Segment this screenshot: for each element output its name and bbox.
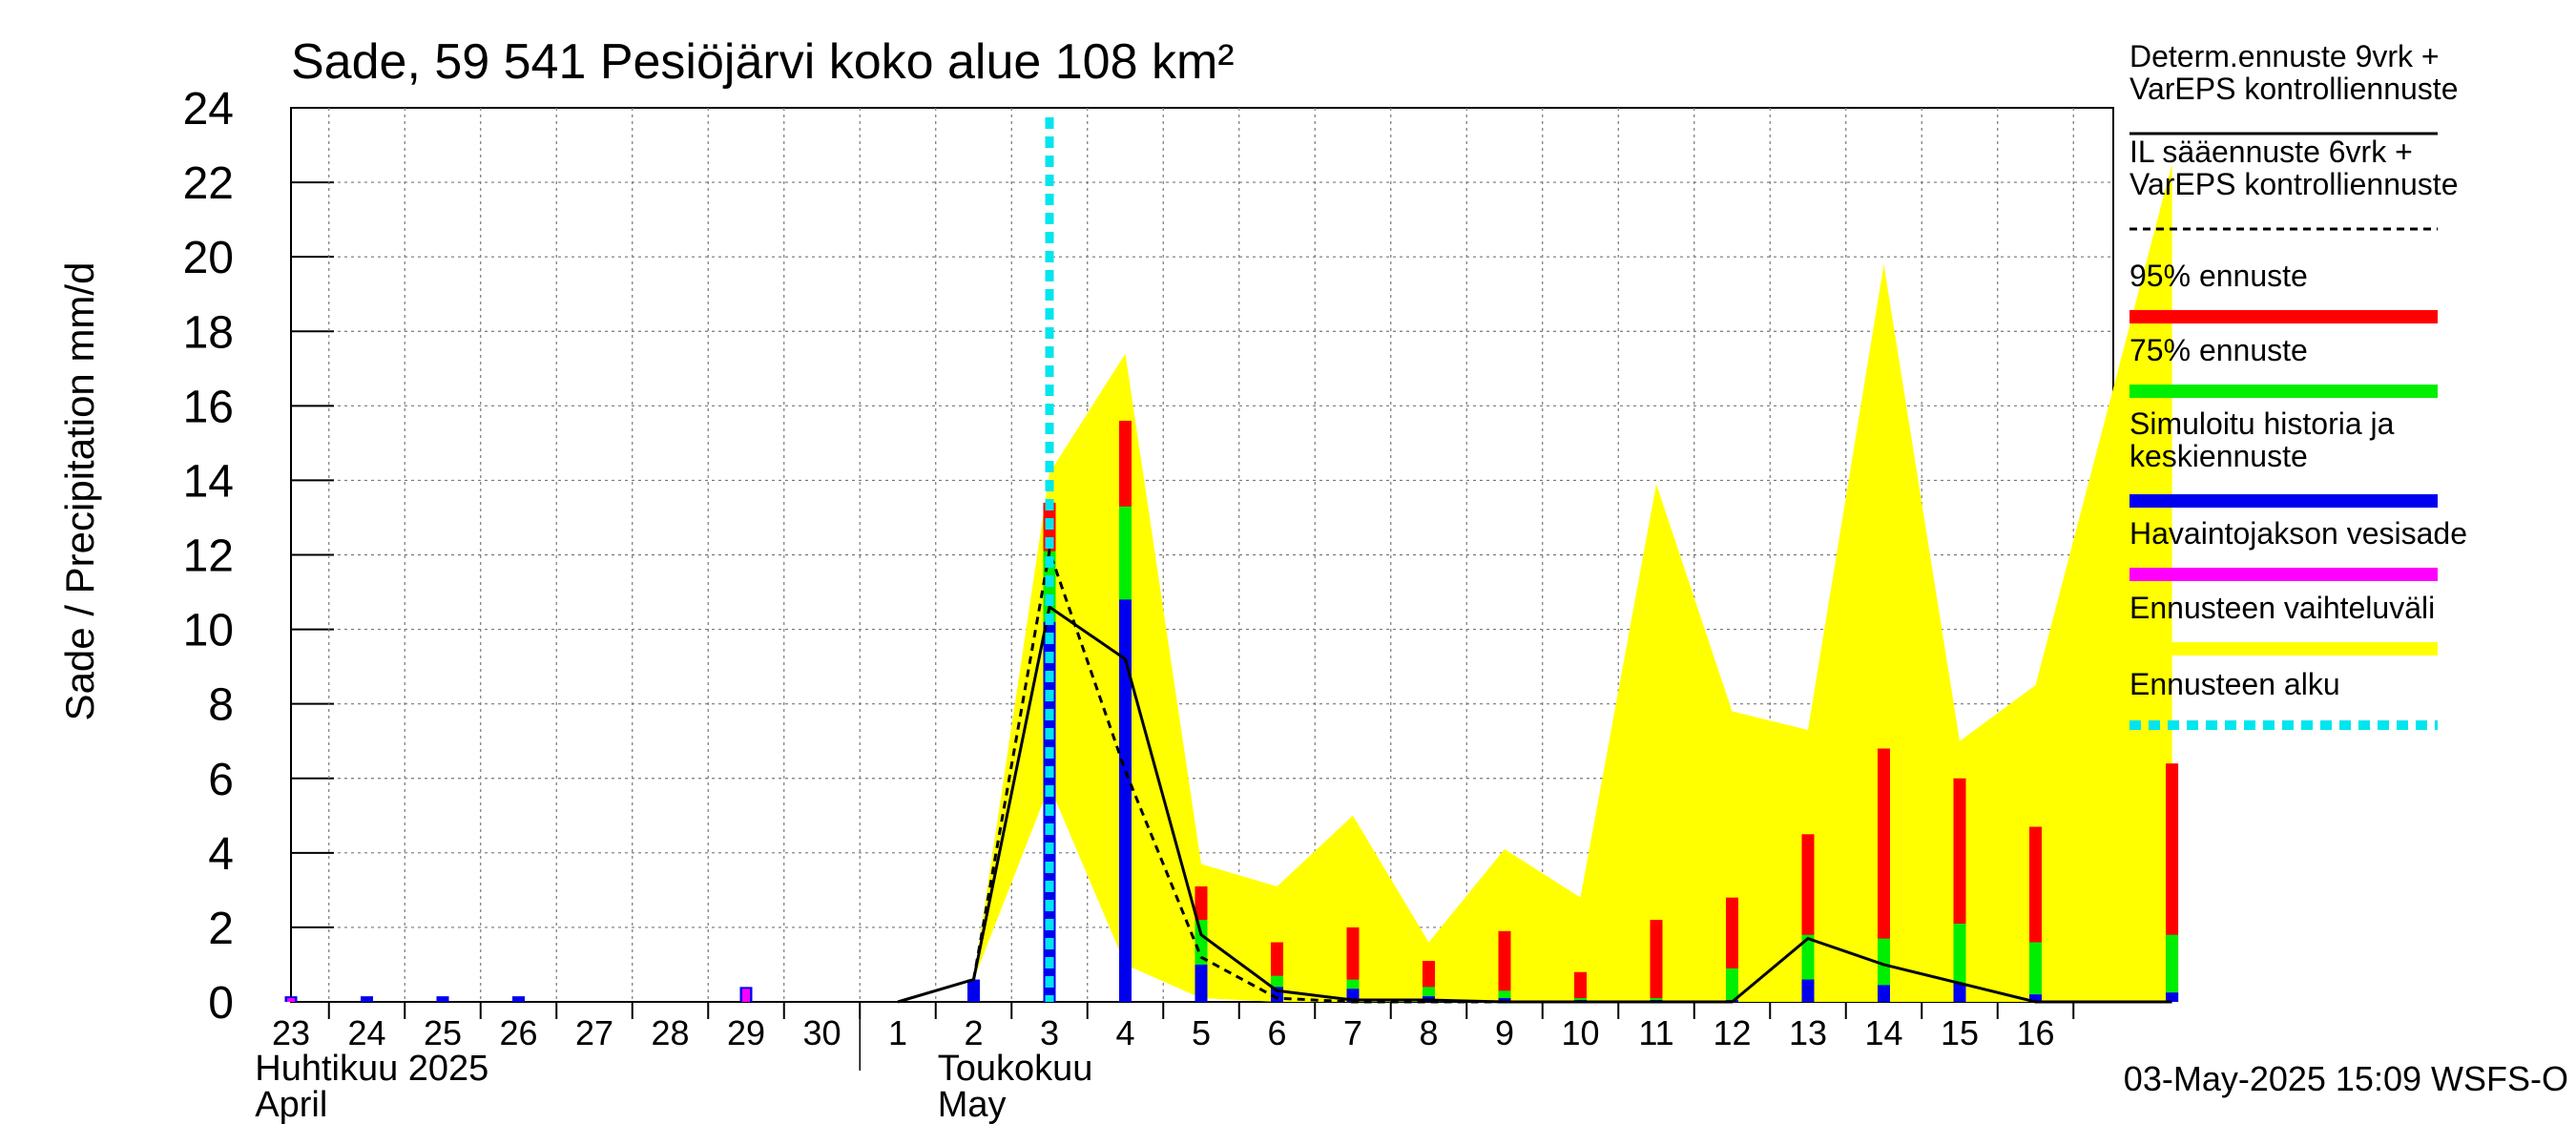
bar-median (2029, 994, 2042, 1002)
y-tick-label: 18 (183, 307, 234, 358)
x-day-label: 26 (499, 1013, 537, 1052)
bar-history (436, 996, 449, 1002)
bar-75 (1574, 998, 1587, 1002)
determ-forecast-line (897, 604, 2172, 1004)
bar-median (1801, 979, 1815, 1002)
bar-median (1498, 998, 1511, 1002)
bar-median (1878, 985, 1890, 1002)
legend-label-2: VarEPS kontrolliennuste (2129, 167, 2458, 201)
y-axis-label: Sade / Precipitation mm/d (57, 262, 102, 721)
legend-label: Ennusteen vaihteluväli (2129, 591, 2435, 625)
bar-75 (1498, 990, 1511, 1002)
y-tick-label: 14 (183, 456, 234, 507)
bar-history (512, 996, 525, 1002)
x-day-label: 27 (575, 1013, 613, 1052)
bar-observed (287, 998, 295, 1002)
bar-history (967, 979, 980, 1002)
bar-median (1953, 983, 1966, 1002)
x-day-label: 28 (651, 1013, 689, 1052)
legend-swatch (2129, 642, 2438, 656)
month-label-en: April (255, 1085, 327, 1125)
x-day-label: 6 (1267, 1013, 1286, 1052)
bar-75 (2029, 942, 2042, 1002)
il-forecast-line (972, 545, 1505, 1004)
legend-label: Havaintojakson vesisade (2129, 516, 2467, 551)
legend-label: Determ.ennuste 9vrk + (2129, 39, 2440, 73)
bar-75 (1650, 998, 1663, 1002)
x-day-label: 11 (1638, 1013, 1673, 1052)
x-day-label: 15 (1941, 1013, 1979, 1052)
y-tick-label: 6 (208, 755, 234, 805)
y-tick-label: 22 (183, 158, 234, 209)
y-tick-label: 2 (208, 904, 234, 954)
month-label: Huhtikuu 2025 (255, 1049, 488, 1089)
x-day-label: 12 (1713, 1013, 1751, 1052)
bar-75 (1726, 968, 1738, 1002)
legend-label: Simuloitu historia ja (2129, 406, 2395, 441)
legend-label-2: keskiennuste (2129, 439, 2308, 473)
bar-95 (1650, 920, 1663, 1002)
month-label-en: May (938, 1085, 1007, 1125)
y-tick-label: 4 (208, 829, 234, 880)
chart-title: Sade, 59 541 Pesiöjärvi koko alue 108 km… (291, 34, 1235, 90)
bar-95 (1574, 971, 1587, 1002)
x-day-label: 24 (347, 1013, 385, 1052)
timestamp: 03-May-2025 15:09 WSFS-O (2124, 1059, 2568, 1098)
legend-label: Ennusteen alku (2129, 667, 2340, 701)
bar-median (2166, 992, 2179, 1002)
x-day-label: 30 (802, 1013, 841, 1052)
legend-swatch (2129, 568, 2438, 581)
x-day-label: 29 (727, 1013, 765, 1052)
x-day-label: 1 (888, 1013, 907, 1052)
y-tick-label: 10 (183, 606, 234, 656)
x-day-label: 2 (964, 1013, 983, 1052)
y-tick-label: 16 (183, 382, 234, 432)
legend-swatch (2129, 310, 2438, 323)
legend-label: 95% ennuste (2129, 259, 2308, 293)
y-tick-label: 20 (183, 233, 234, 283)
x-day-label: 9 (1495, 1013, 1514, 1052)
legend-swatch (2129, 494, 2438, 508)
x-day-label: 13 (1789, 1013, 1827, 1052)
x-day-label: 3 (1040, 1013, 1059, 1052)
x-day-label: 5 (1192, 1013, 1211, 1052)
x-day-label: 7 (1343, 1013, 1362, 1052)
y-tick-label: 12 (183, 531, 234, 582)
x-day-label: 25 (424, 1013, 462, 1052)
y-tick-label: 24 (183, 84, 234, 135)
bar-95 (1498, 930, 1511, 1002)
x-day-label: 14 (1864, 1013, 1902, 1052)
bar-median (1119, 599, 1132, 1002)
x-day-label: 10 (1561, 1013, 1599, 1052)
bar-observed (742, 989, 750, 1002)
forecast-range-band (973, 163, 2172, 1002)
x-day-label: 23 (272, 1013, 310, 1052)
legend-label: IL sääennuste 6vrk + (2129, 135, 2413, 169)
legend-label-2: VarEPS kontrolliennuste (2129, 72, 2458, 106)
legend-label: 75% ennuste (2129, 333, 2308, 367)
y-tick-label: 8 (208, 680, 234, 731)
y-tick-label: 0 (208, 978, 234, 1029)
x-day-label: 8 (1419, 1013, 1438, 1052)
bar-75 (2166, 934, 2179, 1002)
month-label: Toukokuu (938, 1049, 1093, 1089)
legend-swatch (2129, 385, 2438, 398)
x-day-label: 16 (2016, 1013, 2054, 1052)
x-day-label: 4 (1115, 1013, 1134, 1052)
bar-history (361, 996, 373, 1002)
bar-median (1195, 964, 1208, 1002)
